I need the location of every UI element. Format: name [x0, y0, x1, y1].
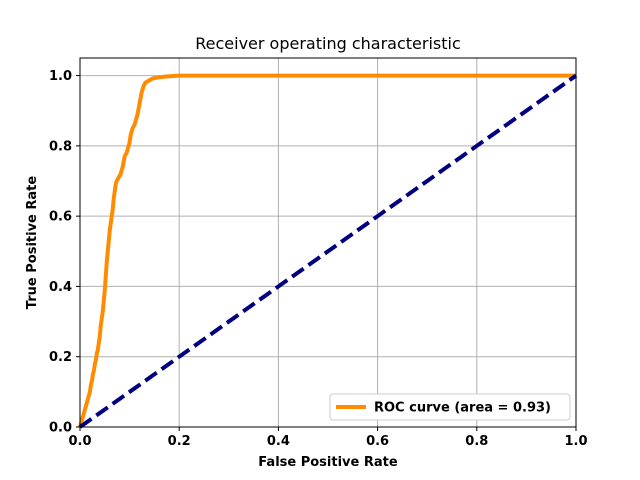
series-lines: [78, 73, 578, 429]
y-axis-label: True Positive Rate: [25, 176, 40, 310]
y-tick-label: 0.2: [49, 350, 72, 365]
x-tick-label: 1.0: [564, 434, 587, 449]
y-tick-label: 1.0: [49, 69, 72, 84]
y-tick-label: 0.4: [49, 280, 72, 295]
y-axis-ticks: 0.0 0.2 0.4 0.6 0.8 1.0: [49, 69, 80, 436]
legend-label: ROC curve (area = 0.93): [374, 401, 551, 416]
legend-box: [329, 393, 571, 421]
x-tick-label: 0.8: [465, 434, 488, 449]
y-tick-label: 0.8: [49, 139, 72, 154]
roc-curve-line: [78, 73, 576, 428]
x-axis-label: False Positive Rate: [258, 455, 398, 470]
chart-title: Receiver operating characteristic: [195, 34, 461, 53]
chance-diagonal-line: [78, 73, 578, 429]
x-tick-label: 0.0: [68, 434, 91, 449]
legend: ROC curve (area = 0.93): [329, 393, 571, 421]
x-tick-label: 0.6: [366, 434, 389, 449]
y-tick-label: 0.6: [49, 210, 72, 225]
x-tick-label: 0.4: [267, 434, 290, 449]
grid-lines: [79, 58, 577, 428]
x-tick-label: 0.2: [168, 434, 191, 449]
x-axis-ticks: 0.0 0.2 0.4 0.6 0.8 1.0: [68, 427, 588, 449]
plot-frame: [79, 57, 577, 428]
y-tick-label: 0.0: [49, 421, 72, 436]
